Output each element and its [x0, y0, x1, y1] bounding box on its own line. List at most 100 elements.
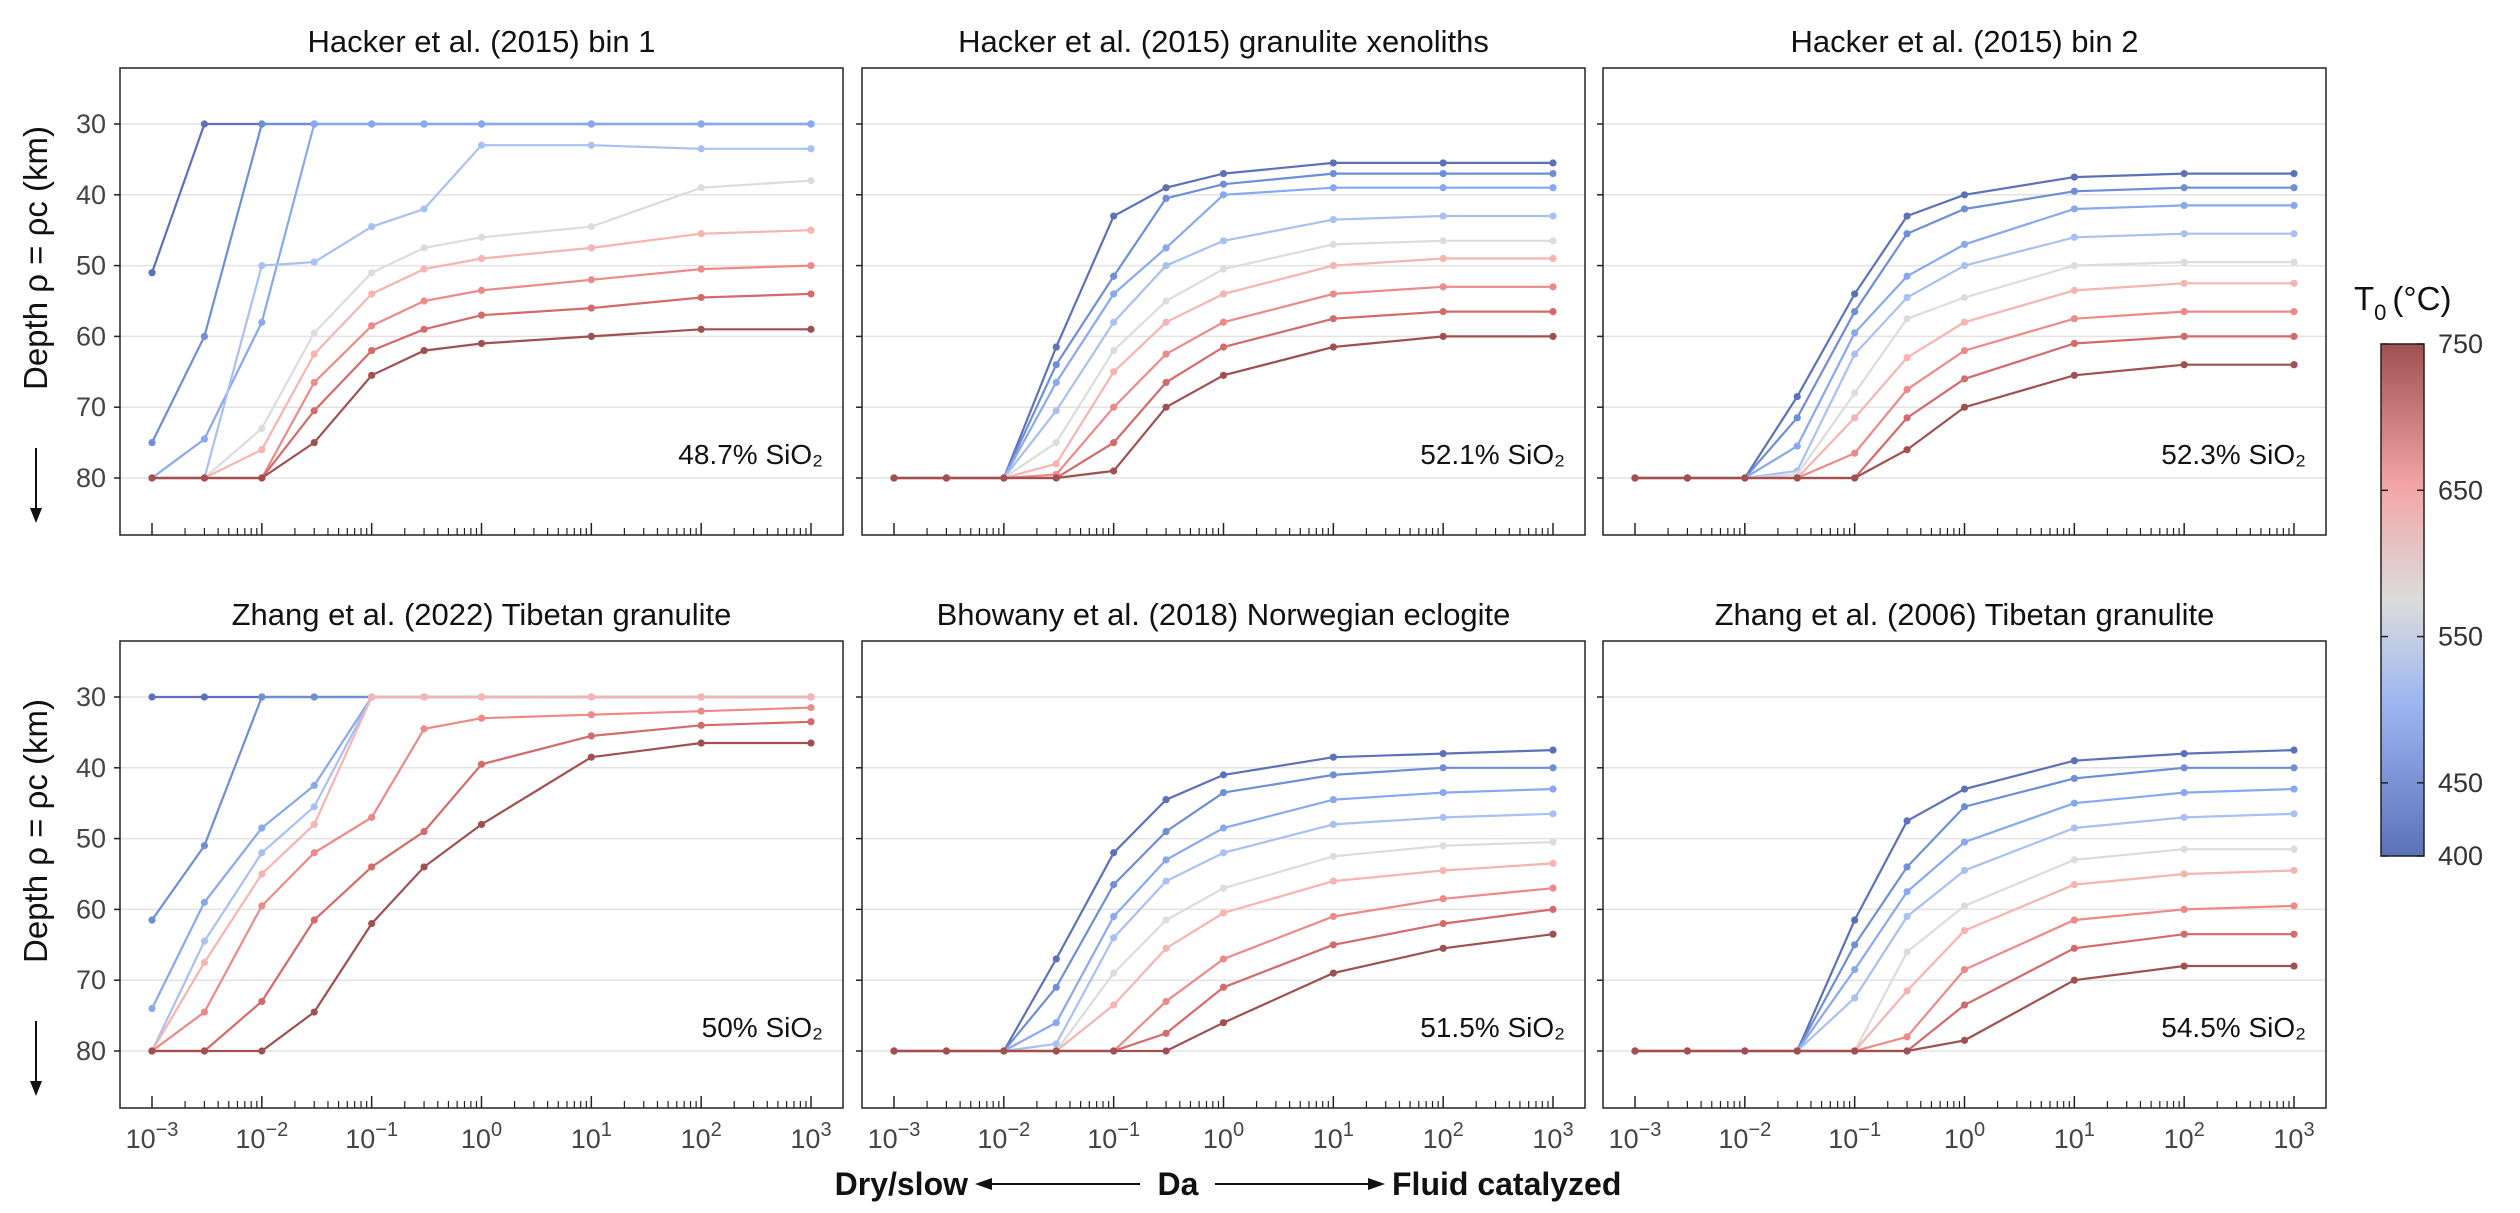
data-point — [148, 269, 156, 277]
data-point — [2070, 233, 2078, 241]
data-point — [1110, 849, 1118, 857]
data-point — [1549, 254, 1557, 263]
x-tick-label: 101 — [571, 1119, 612, 1154]
data-point — [1162, 262, 1170, 270]
data-point — [420, 244, 428, 252]
data-point — [697, 184, 705, 192]
data-point — [2070, 799, 2078, 807]
data-point — [1052, 361, 1060, 369]
data-point — [2180, 361, 2188, 369]
data-point — [1960, 902, 1969, 910]
data-point — [1329, 912, 1337, 921]
data-point — [2070, 173, 2078, 181]
panel-4: Zhang et al. (2022) Tibetan granulite 30 4… — [76, 597, 844, 1154]
data-point — [1439, 332, 1447, 340]
data-point — [2180, 230, 2188, 238]
data-point — [1960, 838, 1969, 846]
data-point — [1219, 1019, 1228, 1027]
data-point — [258, 318, 266, 326]
data-point — [310, 820, 318, 829]
data-point — [1851, 414, 1859, 422]
colorbar-tick-label: 550 — [2438, 622, 2483, 652]
data-point — [807, 226, 815, 234]
data-point — [1903, 912, 1911, 921]
y-tick-label: 60 — [76, 894, 106, 924]
data-point — [890, 474, 898, 482]
data-point — [697, 293, 705, 302]
data-point — [1219, 237, 1228, 245]
panels-layer: Hacker et al. (2015) bin 1 30 40 50 60 70 80 48… — [76, 24, 2327, 1154]
x-left-arrowhead — [975, 1178, 992, 1190]
data-point — [697, 145, 705, 153]
data-point — [807, 120, 815, 128]
x-tick-label: 101 — [1313, 1119, 1354, 1154]
data-point — [1329, 184, 1337, 192]
data-point — [2290, 962, 2298, 970]
y-tick-label: 40 — [76, 753, 106, 783]
data-point — [2290, 746, 2298, 754]
data-point — [1903, 293, 1911, 302]
data-point — [1549, 785, 1557, 793]
data-point — [1052, 460, 1060, 468]
data-point — [368, 290, 376, 298]
data-point — [1000, 474, 1008, 482]
data-point — [2070, 205, 2078, 213]
data-point — [2070, 824, 2078, 832]
series-line — [1635, 964, 2294, 1053]
data-point — [1439, 895, 1447, 903]
x-tick-label: 101 — [2054, 1119, 2095, 1154]
data-point — [477, 820, 486, 829]
data-point — [1162, 916, 1170, 924]
sio2-annotation: 51.5% SiO₂ — [1420, 1012, 1565, 1043]
x-tick-label: 10−3 — [868, 1119, 921, 1154]
series-line — [152, 229, 812, 480]
data-point — [1960, 346, 1969, 355]
y-tick-label: 80 — [76, 463, 106, 493]
data-point — [1903, 315, 1911, 323]
data-point — [697, 120, 705, 128]
panel-title: Hacker et al. (2015) bin 2 — [1790, 24, 2138, 59]
data-point — [200, 937, 209, 945]
data-point — [1903, 1033, 1911, 1041]
data-point — [1162, 1047, 1170, 1055]
data-point — [1162, 244, 1170, 252]
data-point — [1219, 318, 1228, 326]
y-axis-arrowhead — [30, 508, 42, 523]
colorbar-title: T0 (°C) — [2354, 280, 2451, 325]
data-point — [2070, 881, 2078, 889]
panel-1: Hacker et al. (2015) bin 1 30 40 50 60 70 80 48… — [76, 24, 844, 536]
data-point — [807, 145, 815, 153]
data-point — [1549, 283, 1557, 291]
x-tick-label: 100 — [1944, 1119, 1985, 1154]
data-point — [2070, 262, 2078, 270]
data-point — [1903, 817, 1911, 825]
data-point — [1329, 262, 1337, 270]
data-point — [148, 474, 156, 482]
data-point — [200, 842, 209, 850]
data-point — [1683, 1047, 1692, 1055]
data-point — [200, 474, 209, 482]
data-point — [1162, 378, 1170, 387]
data-point — [2180, 870, 2188, 878]
data-point — [310, 1008, 318, 1016]
data-point — [368, 322, 376, 330]
series-line — [894, 335, 1553, 480]
data-point — [200, 898, 209, 906]
data-point — [1439, 813, 1447, 821]
axis-labels-layer: Depth ρ = ρc (km) Depth ρ = ρc (km) Dry/sl… — [17, 126, 1621, 1202]
x-tick-label: 10−1 — [1828, 1119, 1881, 1154]
data-point — [1439, 169, 1447, 178]
data-point — [1549, 884, 1557, 892]
data-point — [697, 230, 705, 238]
data-point — [1683, 474, 1692, 482]
data-point — [1793, 442, 1801, 450]
x-tick-label: 10−1 — [1087, 1119, 1140, 1154]
data-point — [1329, 343, 1337, 351]
data-point — [1162, 1029, 1170, 1037]
data-point — [1960, 866, 1969, 875]
data-point — [368, 346, 376, 355]
data-point — [2180, 308, 2188, 316]
data-point — [368, 269, 376, 277]
y-tick-label: 80 — [76, 1036, 106, 1066]
data-point — [1631, 474, 1639, 482]
